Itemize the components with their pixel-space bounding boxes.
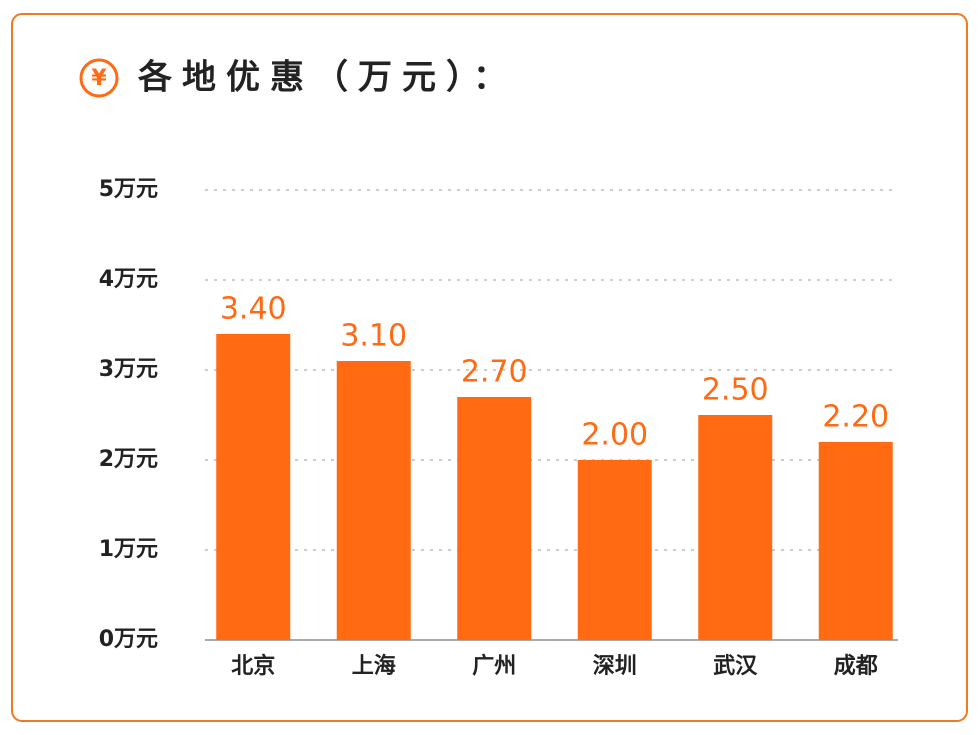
x-tick-label: 北京 bbox=[231, 653, 275, 679]
x-tick-label: 上海 bbox=[352, 653, 396, 679]
x-tick-label: 深圳 bbox=[593, 654, 637, 679]
title-icon-circle bbox=[79, 58, 119, 98]
y-tick-label: 0万元 bbox=[99, 627, 158, 652]
x-tick-label: 武汉 bbox=[713, 654, 758, 679]
value-label: 2.00 bbox=[581, 418, 648, 453]
y-tick-label: 3万元 bbox=[99, 357, 158, 382]
x-tick-label: 广州 bbox=[472, 653, 516, 679]
y-tick-label: 4万元 bbox=[99, 267, 158, 292]
bar bbox=[216, 334, 291, 640]
value-label: 2.20 bbox=[822, 400, 889, 435]
y-tick-label: 5万元 bbox=[99, 177, 158, 202]
bar bbox=[698, 415, 773, 640]
title-icon: ¥ bbox=[91, 66, 107, 91]
value-label: 2.50 bbox=[702, 373, 769, 408]
x-tick-label: 成都 bbox=[834, 654, 878, 679]
value-label: 3.10 bbox=[340, 319, 407, 354]
bar bbox=[577, 460, 652, 640]
value-label: 3.40 bbox=[220, 292, 287, 327]
bar bbox=[336, 361, 411, 640]
y-tick-label: 1万元 bbox=[99, 537, 158, 562]
bar bbox=[818, 442, 893, 640]
chart-title: 各地优惠（万元）： bbox=[138, 58, 517, 98]
value-label: 2.70 bbox=[461, 355, 528, 390]
y-tick-label: 2万元 bbox=[99, 447, 158, 472]
bar bbox=[457, 397, 532, 640]
